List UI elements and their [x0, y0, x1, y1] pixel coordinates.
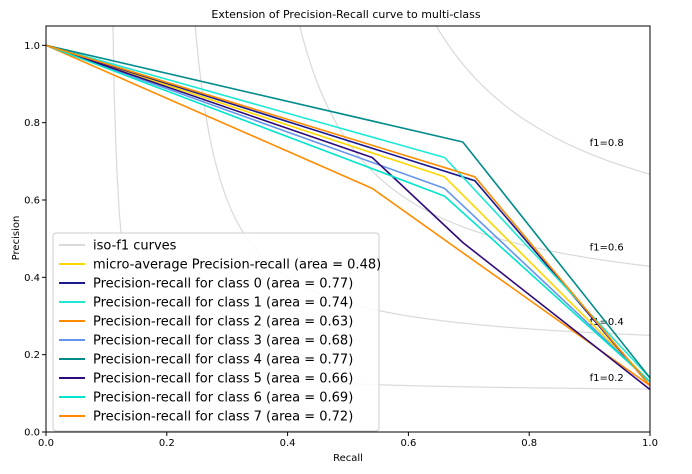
ticks-layer: 0.0 0.2 0.4 0.6 0.8 1.0 0.0 0.2 0.4 0.6 0.8 1.0 — [24, 41, 658, 449]
iso-f1-label: f1=0.8 — [590, 138, 624, 149]
legend-entry: Precision-recall for class 0 (area = 0.7… — [93, 277, 353, 292]
legend-entry: iso-f1 curves — [93, 239, 177, 254]
series-line — [45, 44, 651, 383]
series-line — [45, 44, 651, 387]
y-tick-label: 0.2 — [24, 350, 40, 361]
series-layer — [45, 44, 651, 391]
legend-entry: Precision-recall for class 1 (area = 0.7… — [93, 296, 353, 311]
y-tick-label: 1.0 — [24, 41, 40, 52]
x-tick-label: 0.0 — [38, 438, 54, 449]
legend-entry: Precision-recall for class 5 (area = 0.6… — [93, 372, 353, 387]
series-line — [45, 44, 651, 387]
series-line — [45, 44, 651, 379]
legend-entry: Precision-recall for class 4 (area = 0.7… — [93, 353, 353, 368]
x-axis-title: Recall — [333, 453, 363, 464]
x-tick-label: 0.4 — [280, 438, 296, 449]
y-tick-label: 0.6 — [24, 196, 40, 207]
x-tick-label: 1.0 — [642, 438, 658, 449]
series-line — [45, 44, 651, 383]
y-tick-label: 0.4 — [24, 273, 40, 284]
legend: iso-f1 curves micro-average Precision-rec… — [52, 232, 381, 432]
legend-box — [52, 232, 380, 432]
x-tick-label: 0.6 — [400, 438, 416, 449]
y-axis-title: Precision — [11, 216, 22, 261]
x-tick-label: 0.2 — [159, 438, 175, 449]
plot-frame — [45, 25, 651, 433]
y-tick-label: 0.8 — [24, 118, 40, 129]
series-line — [45, 44, 651, 391]
iso-f1-label: f1=0.2 — [590, 373, 624, 384]
y-tick-label: 0.0 — [24, 428, 40, 439]
iso-f1-label: f1=0.6 — [590, 242, 624, 253]
chart-title: Extension of Precision-Recall curve to m… — [211, 8, 480, 21]
iso-f1-curve — [299, 26, 650, 267]
iso-f1-curve — [435, 26, 650, 175]
legend-entry: Precision-recall for class 2 (area = 0.6… — [93, 315, 353, 330]
series-line — [45, 44, 651, 383]
x-tick-label: 0.8 — [521, 438, 537, 449]
legend-entry: Precision-recall for class 6 (area = 0.6… — [93, 391, 353, 406]
legend-entry: micro-average Precision-recall (area = 0… — [93, 258, 381, 273]
series-line — [45, 44, 651, 387]
legend-entry: Precision-recall for class 3 (area = 0.6… — [93, 334, 353, 349]
legend-entry: Precision-recall for class 7 (area = 0.7… — [93, 410, 353, 425]
